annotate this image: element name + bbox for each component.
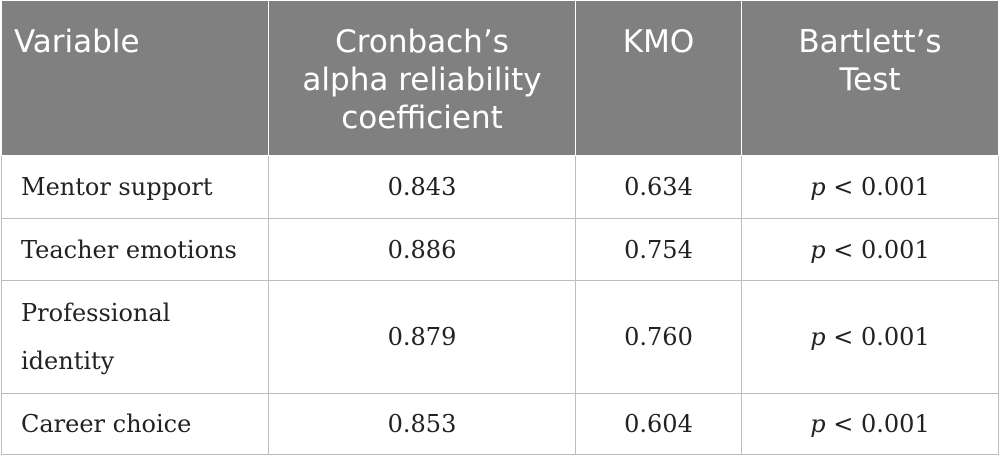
p-symbol: p bbox=[810, 173, 826, 201]
header-cronbach-line-3: coefficient bbox=[341, 100, 503, 136]
cell-variable: Teacher emotions bbox=[1, 218, 269, 281]
p-symbol: p bbox=[810, 410, 826, 438]
cell-bartlett: p < 0.001 bbox=[741, 393, 999, 455]
cell-variable: Career choice bbox=[1, 393, 269, 455]
p-value: < 0.001 bbox=[825, 173, 930, 201]
header-cronbach-line-2: alpha reliability bbox=[302, 62, 542, 98]
table-body: Mentor support 0.843 0.634 p < 0.001 Tea… bbox=[1, 155, 999, 455]
variable-label-line-1: Professional bbox=[21, 299, 171, 327]
p-symbol: p bbox=[810, 323, 826, 351]
reliability-validity-table: Variable Cronbach’s alpha reliability co… bbox=[1, 0, 999, 455]
cell-alpha: 0.886 bbox=[268, 218, 576, 281]
p-symbol: p bbox=[810, 235, 826, 264]
header-variable-line: Variable bbox=[14, 24, 140, 60]
header-bartlett-line-1: Bartlett’s bbox=[798, 24, 942, 60]
reliability-table-container: Variable Cronbach’s alpha reliability co… bbox=[1, 0, 999, 455]
cell-variable: Professional identity bbox=[1, 280, 269, 394]
table-row: Mentor support 0.843 0.634 p < 0.001 bbox=[1, 155, 999, 219]
table-header: Variable Cronbach’s alpha reliability co… bbox=[1, 0, 999, 156]
header-variable: Variable bbox=[1, 0, 269, 156]
table-row: Professional identity 0.879 0.760 p < 0.… bbox=[1, 280, 999, 394]
cell-bartlett: p < 0.001 bbox=[741, 280, 999, 394]
variable-label: Teacher emotions bbox=[21, 235, 237, 264]
cell-bartlett: p < 0.001 bbox=[741, 155, 999, 219]
variable-label-line-2: identity bbox=[21, 347, 115, 375]
variable-label: Career choice bbox=[21, 410, 192, 438]
variable-label: Mentor support bbox=[21, 173, 213, 201]
header-cronbach-line-1: Cronbach’s bbox=[335, 24, 509, 60]
p-value: < 0.001 bbox=[825, 235, 930, 264]
cell-kmo: 0.760 bbox=[575, 280, 742, 394]
table-row: Teacher emotions 0.886 0.754 p < 0.001 bbox=[1, 218, 999, 281]
header-row: Variable Cronbach’s alpha reliability co… bbox=[1, 0, 999, 156]
cell-kmo: 0.634 bbox=[575, 155, 742, 219]
cell-variable: Mentor support bbox=[1, 155, 269, 219]
cell-alpha: 0.843 bbox=[268, 155, 576, 219]
table-row: Career choice 0.853 0.604 p < 0.001 bbox=[1, 393, 999, 455]
cell-alpha: 0.879 bbox=[268, 280, 576, 394]
cell-bartlett: p < 0.001 bbox=[741, 218, 999, 281]
cell-kmo: 0.604 bbox=[575, 393, 742, 455]
cell-alpha: 0.853 bbox=[268, 393, 576, 455]
header-kmo: KMO bbox=[575, 0, 742, 156]
header-kmo-line: KMO bbox=[622, 24, 695, 60]
p-value: < 0.001 bbox=[825, 410, 930, 438]
cell-kmo: 0.754 bbox=[575, 218, 742, 281]
header-bartlett-line-2: Test bbox=[839, 62, 901, 98]
p-value: < 0.001 bbox=[825, 323, 930, 351]
header-cronbach-alpha: Cronbach’s alpha reliability coefficient bbox=[268, 0, 576, 156]
header-bartlett: Bartlett’s Test bbox=[741, 0, 999, 156]
